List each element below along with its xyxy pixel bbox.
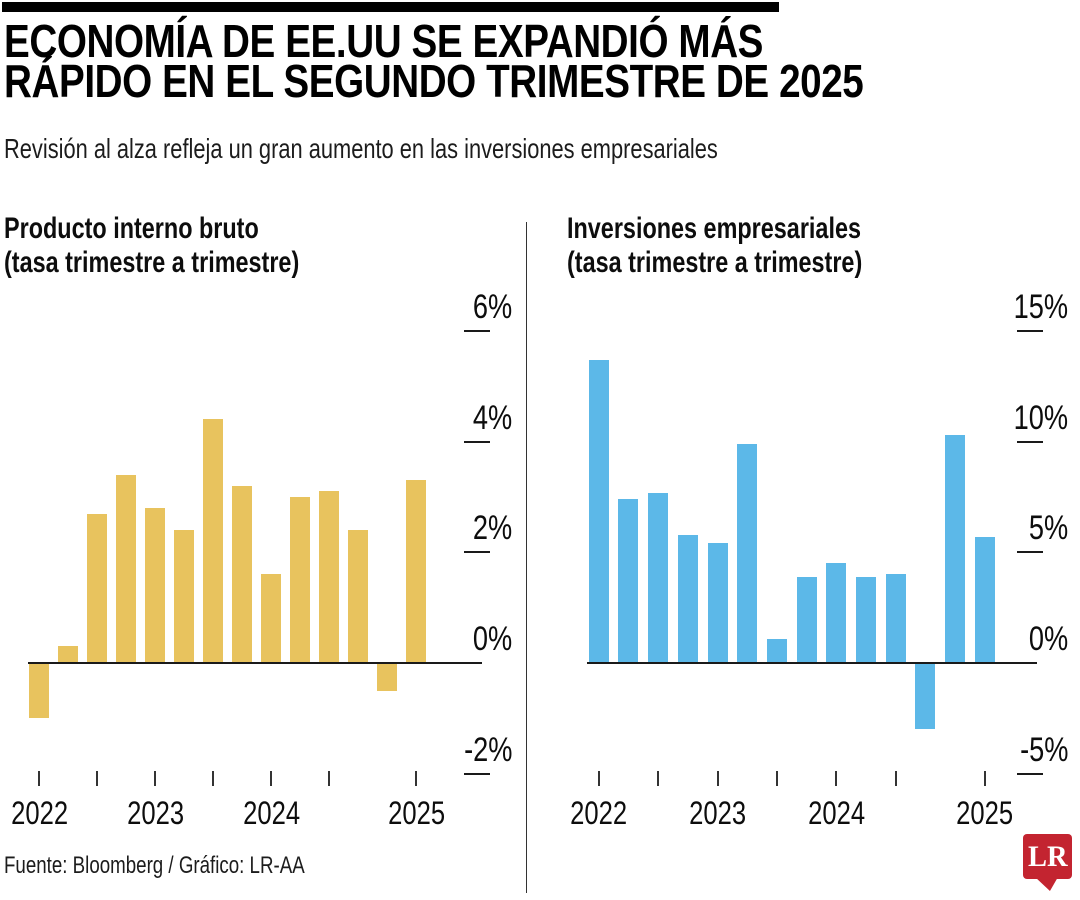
page-subtitle: Revisión al alza refleja un gran aumento…	[4, 133, 718, 164]
y-axis-label: 10%	[1013, 398, 1068, 437]
x-axis-tick	[835, 771, 838, 786]
y-axis-tick	[1017, 440, 1043, 443]
investment-bar	[915, 663, 936, 730]
gdp-bar	[116, 474, 137, 663]
y-axis-label: 6%	[472, 287, 512, 326]
year-label: 2025	[387, 795, 445, 831]
x-axis-line	[587, 662, 1037, 664]
year-label: 2023	[689, 795, 746, 831]
year-label: 2022	[10, 795, 68, 831]
x-axis-tick	[983, 771, 986, 786]
investment-bar	[826, 563, 847, 663]
x-axis-tick	[96, 771, 99, 786]
investment-bar	[945, 434, 966, 663]
investment-bar	[648, 492, 669, 663]
investment-bar	[588, 359, 609, 663]
investment-bar	[737, 443, 758, 663]
investment-bar	[677, 534, 698, 663]
y-axis-label: 15%	[1013, 287, 1068, 326]
y-axis-tick	[464, 551, 490, 554]
x-axis-tick	[415, 771, 418, 786]
x-axis-tick	[775, 771, 778, 786]
gdp-bar	[145, 508, 166, 663]
y-axis-tick	[1017, 329, 1043, 332]
gdp-bar	[261, 574, 282, 663]
x-axis-tick	[212, 771, 215, 786]
gdp-bar	[406, 480, 427, 663]
gdp-bar	[290, 496, 311, 663]
x-axis-tick	[38, 771, 41, 786]
y-axis-label: -2%	[463, 730, 512, 769]
gdp-chart-title: Producto interno bruto (tasa trimestre a…	[4, 212, 300, 279]
gdp-bar	[319, 491, 340, 663]
lr-logo: LR	[1023, 834, 1072, 879]
x-axis-line	[28, 662, 482, 664]
page-title: ECONOMÍA DE EE.UU SE EXPANDIÓ MÁS RÁPIDO…	[4, 15, 1027, 107]
y-axis-label: 4%	[472, 398, 512, 437]
investment-bar	[856, 576, 876, 663]
y-axis-label: 0%	[1028, 620, 1068, 658]
investment-bar	[707, 543, 728, 663]
lr-logo-text: LR	[1027, 839, 1068, 873]
y-axis-tick	[464, 440, 490, 443]
gdp-bar	[377, 663, 398, 691]
year-label: 2023	[126, 795, 184, 831]
gdp-bar	[232, 485, 253, 663]
investment-chart-title: Inversiones empresariales (tasa trimestr…	[567, 212, 863, 279]
year-label: 2025	[956, 795, 1014, 831]
y-axis-label: 0%	[472, 620, 512, 658]
x-axis-tick	[154, 771, 157, 786]
page-title-line1: ECONOMÍA DE EE.UU SE EXPANDIÓ MÁS	[4, 15, 764, 67]
top-rule	[2, 2, 779, 12]
investment-bar	[796, 576, 817, 663]
investment-bar	[618, 499, 639, 663]
year-label: 2022	[570, 795, 628, 831]
x-axis-tick	[328, 771, 331, 786]
gdp-bar	[29, 663, 50, 719]
y-axis-tick	[464, 772, 490, 775]
x-axis-tick	[894, 771, 897, 786]
x-axis-tick	[270, 771, 273, 786]
y-axis-label: 5%	[1028, 509, 1068, 548]
source-credit: Fuente: Bloomberg / Gráfico: LR-AA	[4, 852, 305, 879]
gdp-bar	[203, 419, 224, 663]
gdp-bar	[348, 530, 369, 663]
gdp-bar	[58, 646, 79, 663]
y-axis-tick	[464, 329, 490, 332]
x-axis-tick	[716, 771, 719, 786]
investment-bar	[974, 536, 995, 663]
year-label: 2024	[807, 795, 865, 831]
y-axis-tick	[1017, 551, 1043, 554]
x-axis-tick	[657, 771, 660, 786]
x-axis-tick	[597, 771, 600, 786]
investment-bar	[885, 574, 906, 663]
y-axis-label: 2%	[472, 509, 512, 548]
gdp-bar	[87, 513, 108, 663]
gdp-bar	[174, 530, 195, 663]
y-axis-tick	[1017, 772, 1043, 775]
page-title-line2: RÁPIDO EN EL SEGUNDO TRIMESTRE DE 2025	[4, 55, 864, 107]
year-label: 2024	[242, 795, 300, 831]
y-axis-label: -5%	[1019, 730, 1068, 769]
investment-bar	[766, 638, 787, 663]
panel-divider	[526, 222, 527, 893]
